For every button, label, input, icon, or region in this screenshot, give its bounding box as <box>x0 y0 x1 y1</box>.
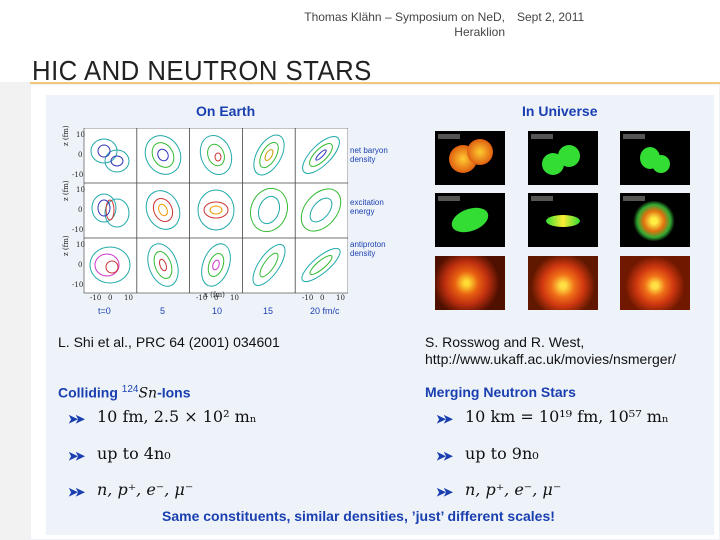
y-tick: -10 <box>72 171 84 179</box>
merger-frame <box>435 131 505 185</box>
merger-frame <box>435 256 505 310</box>
y-tick: -10 <box>72 281 84 289</box>
merger-frame <box>528 193 598 247</box>
row-label-excitation: excitation energy <box>350 198 384 216</box>
bullet-right: 10 km = 10¹⁹ fm, 10⁵⁷ mₙ <box>465 407 669 426</box>
row-label-baryon: net baryon density <box>350 146 388 164</box>
bullet-arrow-icon: ➤➤ <box>436 449 453 463</box>
row-label-line: net baryon <box>350 146 388 155</box>
row-label-line: density <box>350 155 376 164</box>
bullet-left: up to 4n₀ <box>97 444 171 463</box>
time-label: 5 <box>160 306 166 316</box>
merger-frame <box>620 131 690 185</box>
bullet-arrow-icon: ➤➤ <box>68 412 85 426</box>
merger-frame <box>528 131 598 185</box>
y-tick: 10 <box>76 241 85 249</box>
y-axis-unit: z (fm) <box>62 180 70 201</box>
x-axis-unit: x (fm) <box>204 291 225 299</box>
subtitle-merging: Merging Neutron Stars <box>425 384 576 400</box>
row-label-line: excitation <box>350 198 384 207</box>
bullet-left: n, p⁺, e⁻, μ⁻ <box>97 480 194 499</box>
left-stripe <box>0 82 30 540</box>
x-tick: 10 <box>336 294 345 302</box>
row-label-line: antiproton <box>350 240 386 249</box>
collision-contour-figure: 10 0 -10 10 0 -10 10 0 -10 z (fm) z (fm)… <box>60 125 349 303</box>
y-axis-unit: z (fm) <box>62 235 70 256</box>
y-tick: 0 <box>78 151 83 159</box>
bullet-arrow-icon: ➤➤ <box>68 449 85 463</box>
bullet-arrow-icon: ➤➤ <box>68 485 85 499</box>
header-date: Sept 2, 2011 <box>517 10 585 24</box>
y-tick: 0 <box>78 206 83 214</box>
citation-rosswog: S. Rosswog and R. West, http://www.ukaff… <box>425 334 676 368</box>
y-tick: -10 <box>72 226 84 234</box>
x-tick: 10 <box>124 294 133 302</box>
merger-frame <box>528 256 598 310</box>
subtitle-text: Colliding <box>58 384 122 401</box>
summary-statement: Same constituents, similar densities, ’j… <box>162 508 555 524</box>
slide-title: HIC AND NEUTRON STARS <box>32 55 372 86</box>
x-tick: 10 <box>230 294 239 302</box>
header-author: Thomas Klähn – Symposium on NeD, Herakli… <box>304 10 505 39</box>
x-tick: 0 <box>108 294 113 302</box>
isotope-symbol: Sn <box>138 385 158 402</box>
x-tick: -10 <box>302 294 314 302</box>
citation-line: S. Rosswog and R. West, <box>425 334 585 350</box>
bullet-arrow-icon: ➤➤ <box>436 485 453 499</box>
subtitle-colliding: Colliding 124Sn-Ions <box>58 384 191 402</box>
x-tick: 0 <box>214 294 219 302</box>
contour-grid-svg <box>83 127 349 294</box>
title-rule <box>30 82 720 84</box>
bullet-right: up to 9n₀ <box>465 444 539 463</box>
subtitle-text: -Ions <box>157 384 191 401</box>
row-label-line: energy <box>350 207 375 216</box>
x-tick: 0 <box>320 294 325 302</box>
time-label: t=0 <box>98 306 111 316</box>
y-tick: 10 <box>76 131 85 139</box>
y-tick: 10 <box>76 186 85 194</box>
bullet-left: 10 fm, 2.5 × 10² mₙ <box>97 407 257 426</box>
row-label-line: density <box>350 249 376 258</box>
time-label: 10 <box>212 306 223 316</box>
merger-frame <box>620 193 690 247</box>
bullet-right: n, p⁺, e⁻, μ⁻ <box>465 480 562 499</box>
bullet-arrow-icon: ➤➤ <box>436 412 453 426</box>
heading-in-universe: In Universe <box>522 103 598 119</box>
row-label-antiproton: antiproton density <box>350 240 386 258</box>
merger-frame <box>435 193 505 247</box>
time-label: 15 <box>263 306 274 316</box>
x-tick: -10 <box>90 294 102 302</box>
y-tick: 0 <box>78 261 83 269</box>
x-tick: -10 <box>196 294 208 302</box>
citation-shi: L. Shi et al., PRC 64 (2001) 034601 <box>58 334 280 350</box>
contour-r1c1 <box>90 138 130 173</box>
time-label: 20 fm/c <box>310 306 340 316</box>
citation-url[interactable]: http://www.ukaff.ac.uk/movies/nsmerger/ <box>425 351 677 367</box>
y-axis-unit: z (fm) <box>62 125 70 146</box>
merger-frame <box>620 256 690 310</box>
isotope-mass: 124 <box>121 384 139 395</box>
heading-on-earth: On Earth <box>196 103 256 119</box>
